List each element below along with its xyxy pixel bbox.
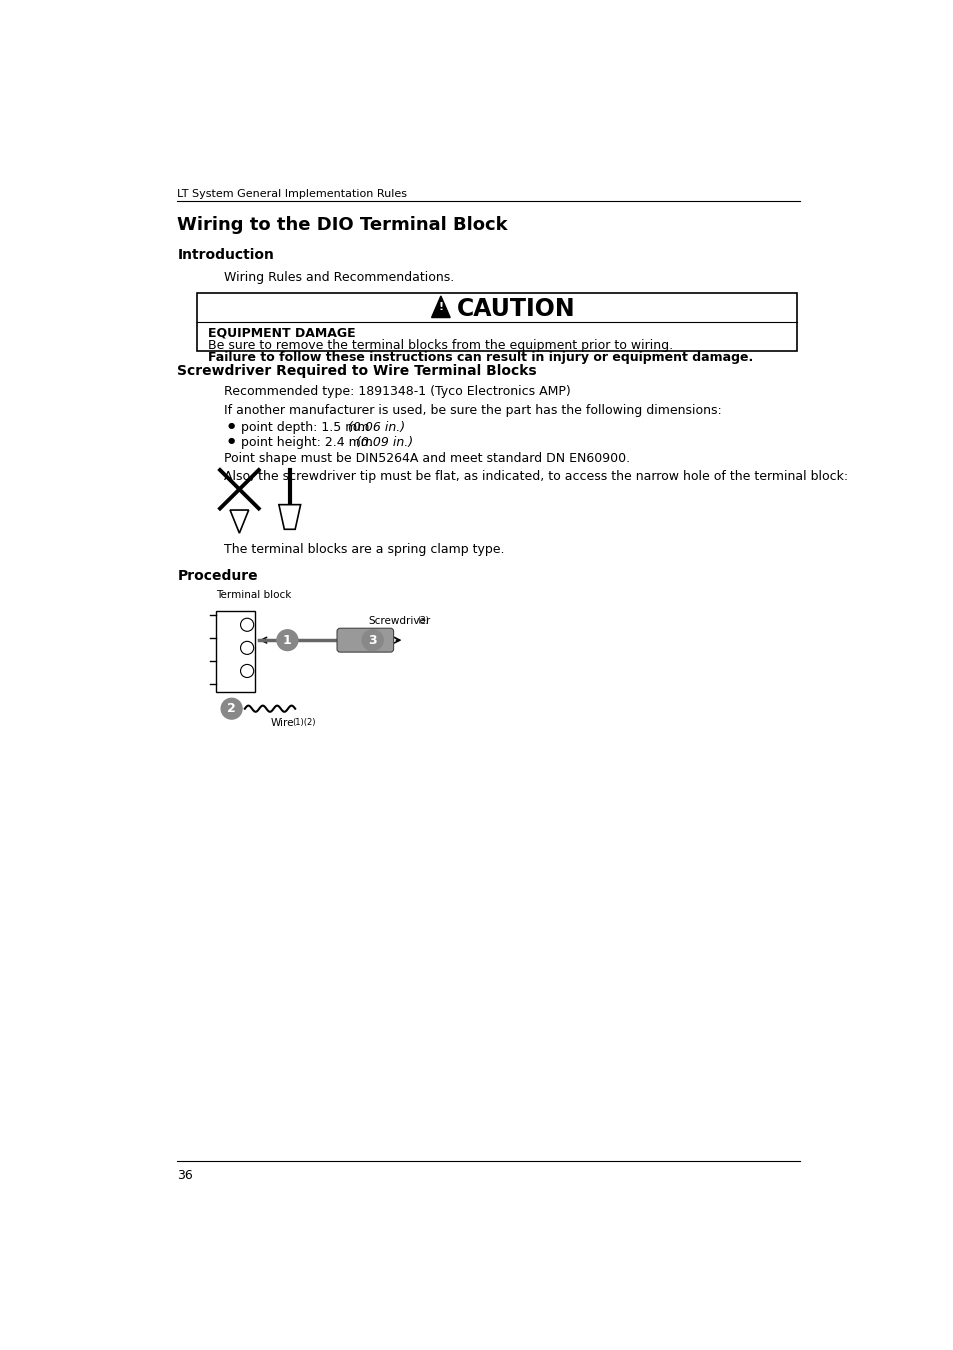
Text: Point shape must be DIN5264A and meet standard DN EN60900.: Point shape must be DIN5264A and meet st…: [224, 452, 629, 466]
Text: 2: 2: [227, 702, 235, 716]
Circle shape: [240, 664, 253, 678]
Polygon shape: [230, 510, 249, 533]
Text: Introduction: Introduction: [177, 248, 274, 262]
Text: Screwdriver Required to Wire Terminal Blocks: Screwdriver Required to Wire Terminal Bl…: [177, 363, 537, 378]
Text: If another manufacturer is used, be sure the part has the following dimensions:: If another manufacturer is used, be sure…: [224, 404, 720, 417]
Text: Be sure to remove the terminal blocks from the equipment prior to wiring.: Be sure to remove the terminal blocks fr…: [208, 339, 673, 352]
Text: ●: ●: [228, 436, 234, 446]
Text: EQUIPMENT DAMAGE: EQUIPMENT DAMAGE: [208, 325, 355, 339]
FancyBboxPatch shape: [216, 612, 254, 691]
Circle shape: [221, 698, 242, 720]
FancyBboxPatch shape: [196, 293, 796, 351]
Text: Wiring to the DIO Terminal Block: Wiring to the DIO Terminal Block: [177, 216, 507, 234]
Text: ●: ●: [228, 421, 234, 429]
Text: Wiring Rules and Recommendations.: Wiring Rules and Recommendations.: [224, 271, 454, 285]
Text: !: !: [437, 302, 443, 312]
Text: Recommended type: 1891348-1 (Tyco Electronics AMP): Recommended type: 1891348-1 (Tyco Electr…: [224, 385, 570, 398]
Text: Screwdriver: Screwdriver: [369, 616, 431, 625]
Text: 3: 3: [368, 633, 376, 647]
Polygon shape: [431, 296, 450, 317]
Circle shape: [276, 629, 297, 651]
Circle shape: [240, 618, 253, 632]
Text: 36: 36: [177, 1169, 193, 1183]
Text: 1: 1: [283, 633, 292, 647]
Text: Failure to follow these instructions can result in injury or equipment damage.: Failure to follow these instructions can…: [208, 351, 753, 364]
FancyBboxPatch shape: [336, 628, 394, 652]
Text: Wire: Wire: [270, 718, 294, 728]
Polygon shape: [278, 505, 300, 529]
Text: Also, the screwdriver tip must be flat, as indicated, to access the narrow hole : Also, the screwdriver tip must be flat, …: [224, 470, 847, 483]
Text: (3): (3): [416, 616, 428, 625]
Text: point depth: 1.5 mm: point depth: 1.5 mm: [241, 421, 373, 433]
Circle shape: [362, 629, 383, 651]
Text: (1)(2): (1)(2): [292, 718, 315, 726]
Text: Procedure: Procedure: [177, 568, 257, 583]
Text: The terminal blocks are a spring clamp type.: The terminal blocks are a spring clamp t…: [224, 543, 504, 556]
Text: point height: 2.4 mm: point height: 2.4 mm: [241, 436, 376, 450]
Text: (0.09 in.): (0.09 in.): [355, 436, 413, 450]
Circle shape: [240, 641, 253, 655]
Text: Terminal block: Terminal block: [216, 590, 292, 601]
Text: CAUTION: CAUTION: [456, 297, 575, 321]
Text: (0.06 in.): (0.06 in.): [348, 421, 405, 433]
Text: LT System General Implementation Rules: LT System General Implementation Rules: [177, 189, 407, 198]
